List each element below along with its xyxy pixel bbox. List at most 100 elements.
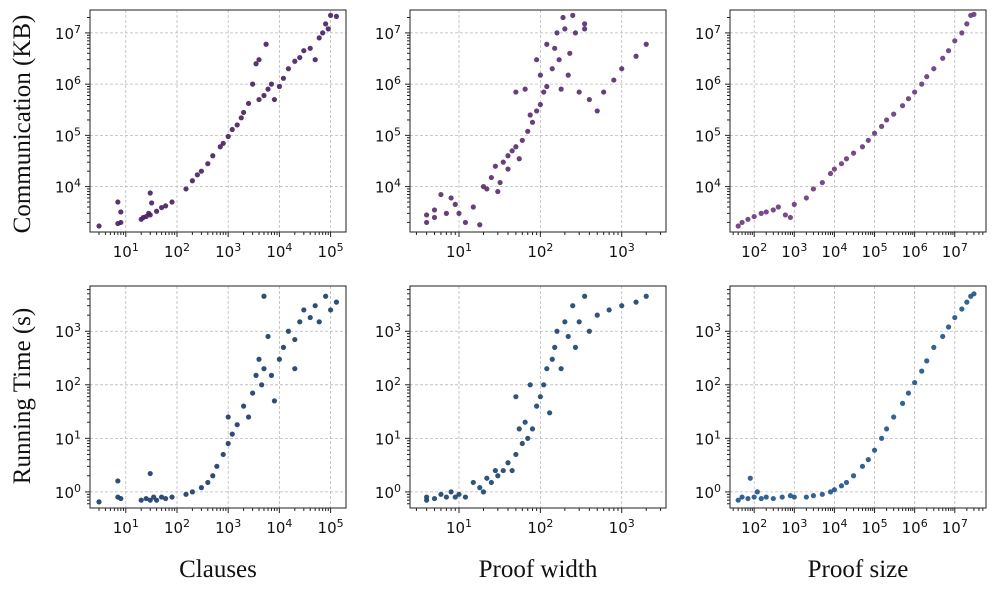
x-tick-label: 102 [741,517,767,538]
data-point [220,140,226,146]
data-point [878,123,885,129]
x-tick-label: 103 [781,517,807,538]
data-point [611,77,617,83]
data-point [572,30,579,36]
data-point [919,81,925,87]
data-point [952,38,958,44]
x-tick-label: 101 [446,517,472,538]
y-tick-label: 106 [55,74,81,95]
data-point [519,137,525,143]
data-point [878,435,885,441]
data-point [751,213,757,220]
data-point [312,57,318,63]
data-point [537,394,543,400]
data-point [905,96,912,102]
data-point [500,467,506,474]
y-tick-label: 100 [375,481,401,502]
x-tick-label: 101 [446,241,472,262]
y-tick-label: 106 [695,74,721,95]
data-point [158,494,165,500]
data-point [537,101,543,108]
x-tick-label: 102 [164,241,190,262]
data-point [96,499,102,505]
data-point [118,219,124,226]
x-tick-label: 103 [215,241,241,262]
data-point [327,307,334,313]
data-point [477,222,483,228]
data-point [431,207,438,213]
data-point [924,358,930,364]
data-point [582,26,588,32]
data-point [572,344,579,350]
x-tick-label: 102 [527,241,553,262]
data-point [241,403,247,409]
data-point [333,13,340,20]
data-point [154,208,160,214]
data-point [234,122,240,128]
y-tick-label: 105 [695,125,721,146]
plot-frame [409,9,667,233]
x-tick-label: 105 [318,517,344,538]
data-point [163,203,169,209]
data-point [259,382,265,388]
x-tick-label: 101 [113,517,139,538]
data-point [431,214,438,221]
data-point [229,431,235,437]
data-point [871,447,878,453]
data-point [424,219,430,226]
data-point [787,214,793,221]
x-tick-label: 102 [741,241,767,262]
data-point [456,210,462,216]
data-point [810,493,817,499]
data-point [229,126,235,133]
y-tick-label: 100 [695,481,721,502]
data-point [276,83,282,90]
data-point [525,435,531,441]
data-point [307,314,313,321]
x-tick-label: 106 [902,241,928,262]
data-point [558,86,564,92]
data-point [225,414,231,420]
data-point [118,495,124,502]
data-point [169,199,175,205]
x-tick-label: 105 [861,517,887,538]
data-point [562,26,568,32]
data-point [541,382,547,388]
data-point [245,100,252,107]
data-point [745,495,751,502]
x-tick-label: 103 [609,241,635,262]
data-point [261,293,267,299]
plot-frame [89,9,347,233]
data-point [513,144,519,150]
data-point [619,66,625,72]
data-point [931,344,937,350]
y-tick-label: 101 [375,428,401,449]
data-point [831,166,838,172]
data-point [480,489,487,495]
data-point [747,475,753,481]
x-tick-label: 105 [318,241,344,262]
plot-frame [729,285,987,509]
data-point [582,293,588,299]
data-point [643,293,649,299]
data-point [567,50,573,56]
y-tick-label: 105 [375,125,401,146]
data-point [516,426,522,432]
data-point [556,57,562,63]
data-point [292,58,298,64]
data-point [470,204,476,210]
data-point [285,328,292,334]
data-point [325,26,331,32]
plot-frame [89,285,347,509]
data-point [838,161,845,167]
data-point [810,186,817,192]
y-tick-label: 104 [375,176,401,197]
data-point [271,96,278,103]
data-point [527,112,533,118]
data-point [143,495,149,502]
data-point [147,497,153,503]
data-point [276,356,282,362]
data-point [541,89,547,95]
data-point [323,293,329,299]
data-point [843,479,850,486]
